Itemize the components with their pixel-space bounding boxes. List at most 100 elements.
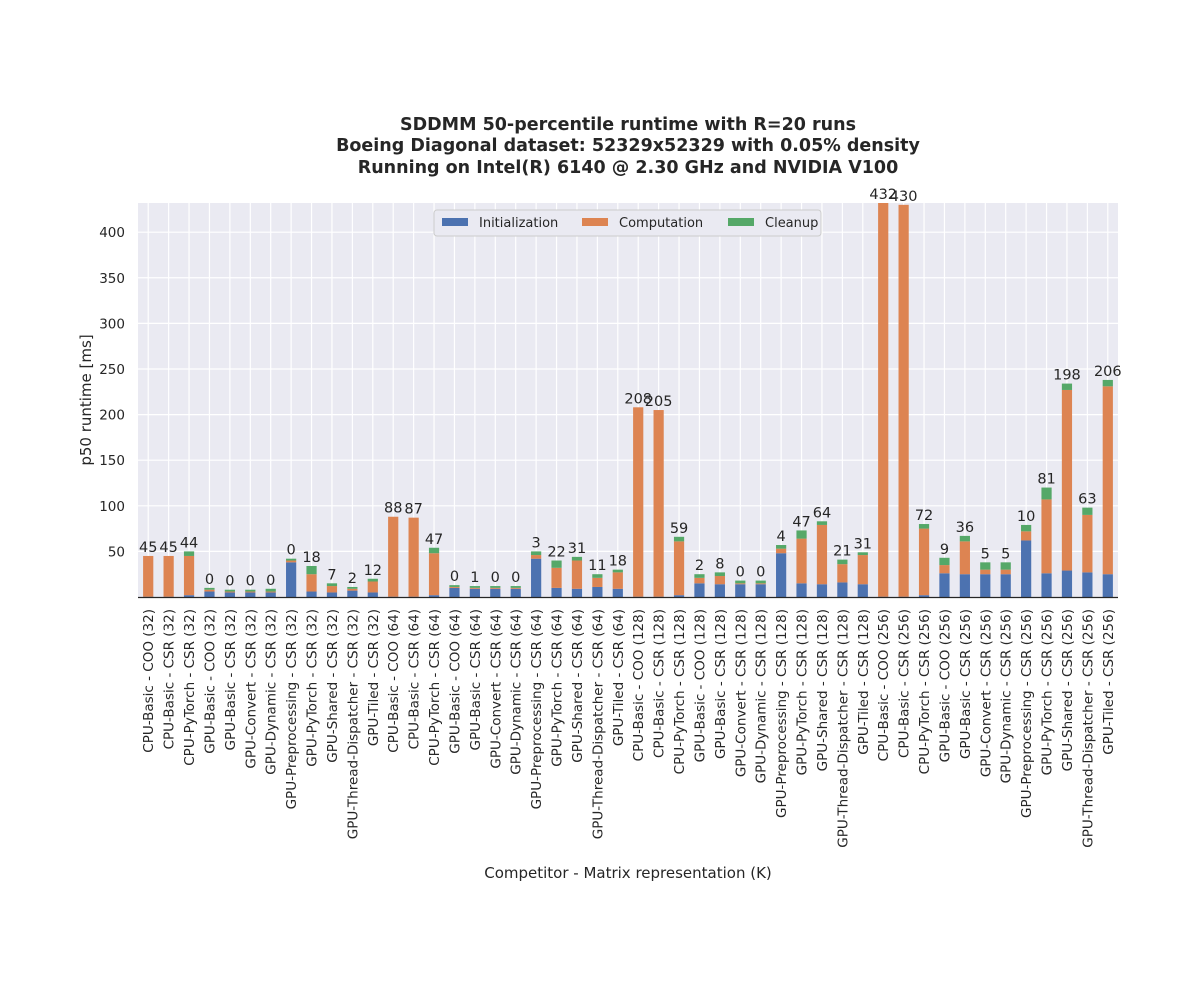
bar-segment-computation xyxy=(857,555,868,585)
bar-segment-initialization xyxy=(551,587,562,597)
legend-swatch-cleanup xyxy=(728,218,754,226)
bar-value-label: 0 xyxy=(450,569,459,585)
bar-segment-initialization xyxy=(918,595,930,597)
bar-segment-initialization xyxy=(1102,574,1113,597)
x-tick-label: CPU-PyTorch - CSR (64) xyxy=(427,609,443,766)
bar-value-label: 10 xyxy=(1017,509,1035,525)
x-tick-label: GPU-Basic - COO (128) xyxy=(692,609,708,762)
bar-value-label: 5 xyxy=(1001,546,1010,562)
x-tick-label: GPU-Basic - COO (256) xyxy=(937,609,953,762)
bar-value-label: 432 xyxy=(869,187,897,203)
y-tick-label: 250 xyxy=(99,362,125,378)
x-tick-label: GPU-Thread-Dispatcher - CSR (32) xyxy=(345,609,361,839)
bar-segment-cleanup xyxy=(367,578,378,582)
x-tick-label: GPU-Thread-Dispatcher - CSR (128) xyxy=(835,609,851,848)
bar-segment-cleanup xyxy=(694,574,705,578)
bar-segment-initialization xyxy=(837,582,848,597)
bar-segment-cleanup xyxy=(183,551,195,556)
bar-segment-initialization xyxy=(857,584,868,597)
x-tick-label: GPU-Tiled - CSR (256) xyxy=(1101,609,1117,755)
bar-segment-computation xyxy=(1061,389,1073,571)
x-tick-label: GPU-Thread-Dispatcher - CSR (256) xyxy=(1080,609,1096,848)
bar-value-label: 81 xyxy=(1037,472,1055,488)
bar-value-label: 0 xyxy=(266,573,275,589)
bar-segment-initialization xyxy=(816,584,828,597)
bar-segment-computation xyxy=(714,576,725,585)
title-line-1: SDDMM 50-percentile runtime with R=20 ru… xyxy=(400,115,856,135)
legend-frame xyxy=(433,209,822,237)
bar-segment-cleanup xyxy=(204,587,215,590)
x-tick-label: GPU-Dynamic - CSR (256) xyxy=(999,609,1015,783)
bar-segment-cleanup xyxy=(571,556,583,561)
bar-segment-initialization xyxy=(469,588,480,597)
title-line-2: Boeing Diagonal dataset: 52329x52329 wit… xyxy=(336,136,920,156)
bar-value-label: 47 xyxy=(792,514,810,530)
bar-segment-computation xyxy=(633,407,644,597)
legend-label-cleanup: Cleanup xyxy=(765,216,818,231)
bar-segment-cleanup xyxy=(1102,379,1113,387)
bar-segment-initialization xyxy=(694,583,705,597)
bar-value-label: 430 xyxy=(890,189,918,205)
bar-value-label: 0 xyxy=(511,570,520,586)
x-tick-label: GPU-Convert - CSR (64) xyxy=(488,609,504,769)
bar-segment-initialization xyxy=(449,587,460,597)
bar-segment-computation xyxy=(326,586,338,593)
bar-segment-cleanup xyxy=(612,569,623,573)
bar-segment-initialization xyxy=(1000,574,1011,597)
bar-value-label: 198 xyxy=(1053,368,1081,384)
bar-segment-initialization xyxy=(286,562,297,597)
bar-segment-computation xyxy=(1000,569,1011,575)
grid-lines xyxy=(138,203,1118,597)
bar-segment-cleanup xyxy=(918,524,930,529)
x-tick-label: GPU-Shared - CSR (128) xyxy=(815,609,831,771)
x-tick-label: CPU-Basic - COO (256) xyxy=(876,609,892,761)
bar-segment-cleanup xyxy=(347,586,358,589)
bar-segment-cleanup xyxy=(265,588,276,592)
bar-segment-cleanup xyxy=(857,552,868,556)
bar-segment-cleanup xyxy=(428,547,440,554)
bar-segment-computation xyxy=(531,555,542,559)
x-tick-label: GPU-Preprocessing - CSR (256) xyxy=(1019,609,1035,818)
x-tick-label: GPU-Basic - CSR (256) xyxy=(958,609,974,759)
bar-segment-initialization xyxy=(714,584,725,597)
bar-segment-cleanup xyxy=(1061,383,1073,390)
bar-segment-cleanup xyxy=(326,583,338,587)
x-tick-label: GPU-Shared - CSR (32) xyxy=(325,609,341,763)
bar-segment-computation xyxy=(796,538,807,584)
bar-segment-initialization xyxy=(735,584,746,597)
bar-segment-cleanup xyxy=(551,560,562,568)
bar-segment-cleanup xyxy=(673,536,685,542)
x-tick-label: GPU-Basic - CSR (128) xyxy=(713,609,729,759)
bar-value-label: 0 xyxy=(491,570,500,586)
bar-segment-computation xyxy=(694,577,705,584)
x-tick-label: GPU-Tiled - CSR (64) xyxy=(611,609,627,746)
x-axis-ticks: CPU-Basic - COO (32) CPU-Basic - CSR (32)… xyxy=(141,609,1117,848)
x-tick-label: GPU-Thread-Dispatcher - CSR (64) xyxy=(590,609,606,839)
bar-segment-computation xyxy=(571,560,583,589)
bar-segment-initialization xyxy=(571,588,583,597)
legend: Initialization Computation Cleanup xyxy=(433,209,822,237)
x-tick-label: CPU-Basic - CSR (64) xyxy=(407,609,423,749)
y-tick-label: 300 xyxy=(99,316,125,332)
bar-value-label: 87 xyxy=(404,502,422,518)
x-tick-label: GPU-Convert - CSR (128) xyxy=(733,609,749,777)
bar-segment-computation xyxy=(306,574,317,592)
bar-segment-cleanup xyxy=(224,589,235,592)
bar-segment-cleanup xyxy=(592,574,603,578)
x-tick-label: GPU-Tiled - CSR (32) xyxy=(366,609,382,746)
bar-value-label: 45 xyxy=(159,540,177,556)
bar-value-label: 12 xyxy=(364,563,382,579)
bar-segment-cleanup xyxy=(714,572,725,577)
bar-segment-cleanup xyxy=(755,580,766,584)
bar-segment-cleanup xyxy=(1041,487,1052,500)
bar-segment-initialization xyxy=(306,591,317,597)
bar-segment-computation xyxy=(1041,499,1052,574)
x-tick-label: GPU-Preprocessing - CSR (64) xyxy=(529,609,545,809)
x-tick-label: GPU-Convert - CSR (32) xyxy=(243,609,259,769)
bar-value-label: 3 xyxy=(532,535,541,551)
bar-segment-computation xyxy=(939,565,950,574)
bar-segment-cleanup xyxy=(245,589,256,592)
bar-segment-computation xyxy=(183,555,195,596)
legend-swatch-initialization xyxy=(442,218,468,226)
